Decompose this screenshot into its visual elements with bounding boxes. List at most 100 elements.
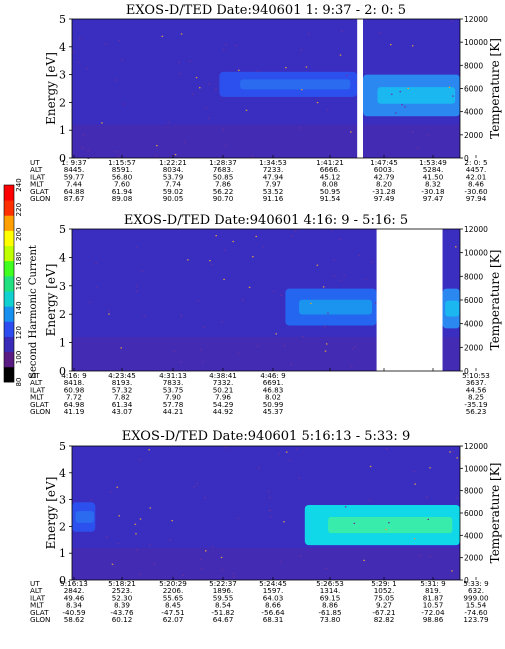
heatmap-pixel bbox=[180, 33, 183, 35]
heatmap-pixel bbox=[81, 147, 84, 149]
heatmap-pixel bbox=[364, 279, 367, 281]
table-cell: 56.22 bbox=[213, 187, 234, 196]
heatmap-pixel bbox=[283, 521, 285, 523]
heatmap-pixel bbox=[252, 155, 254, 158]
table-cell: 5:18:21 bbox=[108, 579, 136, 588]
heatmap-pixel bbox=[285, 67, 287, 69]
heatmap-pixel bbox=[279, 561, 281, 563]
heatmap-pixel bbox=[72, 50, 75, 53]
heatmap-pixel bbox=[369, 465, 372, 468]
heatmap-pixel bbox=[394, 112, 397, 114]
heatmap-pixel bbox=[85, 579, 87, 582]
table-cell: 53.79 bbox=[163, 172, 184, 181]
table-cell: 123.79 bbox=[463, 615, 489, 624]
y-axis-label: Energy [eV] bbox=[44, 477, 58, 550]
heatmap-pixel bbox=[101, 122, 103, 124]
y2-tick-label: 6000 bbox=[464, 85, 483, 94]
heatmap-pixel bbox=[305, 66, 308, 68]
table-cell: -51.82 bbox=[211, 608, 234, 617]
heatmap-pixel bbox=[223, 278, 225, 281]
table-cell: 45.37 bbox=[263, 407, 284, 416]
table-cell: 8591. bbox=[112, 165, 133, 174]
table-cell: 1052. bbox=[374, 586, 395, 595]
table-cell: 64.88 bbox=[64, 187, 85, 196]
table-cell: 5:31: 9 bbox=[420, 579, 446, 588]
colorbar-swatch bbox=[4, 366, 14, 383]
table-cell: 1896. bbox=[213, 586, 234, 595]
table-cell: 2206. bbox=[163, 586, 184, 595]
colorbar-swatch bbox=[4, 275, 14, 292]
heatmap-pixel bbox=[200, 348, 202, 351]
table-cell: 8.45 bbox=[165, 601, 181, 610]
table-cell: 8193. bbox=[112, 378, 133, 387]
table-cell: 57.32 bbox=[112, 385, 133, 394]
heatmap-pixel bbox=[88, 301, 91, 303]
heatmap-pixel bbox=[448, 86, 451, 88]
table-cell: 81.87 bbox=[423, 593, 444, 602]
table-cell: 64.67 bbox=[213, 615, 234, 624]
heatmap-pixel bbox=[245, 109, 248, 111]
y-tick-label: 0 bbox=[59, 365, 66, 378]
colorbar-swatch bbox=[4, 215, 14, 231]
table-cell: 7.44 bbox=[66, 180, 82, 189]
heatmap-pixel bbox=[224, 249, 226, 251]
heatmap-pixel bbox=[135, 290, 138, 292]
heatmap-pixel bbox=[358, 254, 361, 256]
heatmap-pixel bbox=[180, 361, 182, 363]
colorbar-swatch bbox=[4, 200, 14, 216]
table-row-label: GLON bbox=[30, 194, 50, 203]
table-cell: -30.18 bbox=[421, 187, 445, 196]
heatmap-pixel bbox=[116, 151, 118, 153]
heatmap-pixel bbox=[299, 127, 301, 129]
heatmap-pixel bbox=[196, 482, 199, 485]
heatmap-pixel bbox=[290, 363, 292, 366]
heatmap-pixel bbox=[454, 246, 457, 248]
heatmap-pixel bbox=[255, 235, 258, 238]
table-cell: 5:16:13 bbox=[60, 579, 88, 588]
table-cell: 2: 0: 5 bbox=[464, 158, 487, 167]
heatmap-pixel bbox=[308, 33, 310, 35]
heatmap-pixel bbox=[379, 32, 382, 34]
table-cell: -40.59 bbox=[62, 608, 86, 617]
heatmap-pixel bbox=[340, 279, 342, 281]
table-cell: 69.15 bbox=[320, 593, 341, 602]
heatmap-pixel bbox=[291, 235, 293, 237]
table-cell: 53.75 bbox=[163, 385, 184, 394]
heatmap-pixel bbox=[225, 447, 227, 449]
table-cell: -61.85 bbox=[318, 608, 341, 617]
heatmap-pixel bbox=[369, 499, 371, 502]
heatmap-pixel bbox=[156, 144, 158, 147]
heatmap-pixel bbox=[208, 82, 211, 85]
heatmap-pixel bbox=[401, 104, 403, 106]
y-tick-label: 0 bbox=[59, 574, 66, 587]
heatmap-pixel bbox=[426, 496, 428, 498]
table-cell: 42.79 bbox=[374, 172, 395, 181]
heatmap-pixel bbox=[139, 518, 142, 520]
heatmap-pixel bbox=[118, 515, 120, 517]
heatmap-pixel bbox=[258, 467, 260, 470]
heatmap-pixel bbox=[135, 246, 138, 248]
heatmap-pixel bbox=[280, 294, 283, 296]
heatmap-pixel bbox=[374, 302, 377, 304]
table-cell: 41.50 bbox=[423, 172, 444, 181]
table-cell: -31.28 bbox=[372, 187, 396, 196]
colorbar-swatch bbox=[4, 245, 14, 262]
data-gap bbox=[376, 229, 443, 371]
table-cell: 7.90 bbox=[165, 393, 181, 402]
table-cell: 73.80 bbox=[320, 615, 341, 624]
colorbar-swatch bbox=[4, 306, 14, 322]
table-cell: 58.62 bbox=[64, 615, 85, 624]
colorbar-swatch bbox=[4, 321, 14, 337]
heatmap-pixel bbox=[269, 516, 272, 518]
heatmap-pixel bbox=[232, 240, 234, 243]
colorbar-tick-label: 240 bbox=[15, 178, 23, 191]
y-tick-label: 3 bbox=[59, 494, 66, 507]
y-tick-label: 2 bbox=[59, 96, 66, 109]
heatmap-pixel bbox=[86, 68, 88, 70]
table-cell: 7833. bbox=[163, 378, 184, 387]
heatmap-speckle bbox=[72, 20, 454, 159]
heatmap-pixel bbox=[193, 486, 195, 488]
heatmap-pixel bbox=[418, 554, 421, 556]
table-cell: 7.96 bbox=[215, 393, 231, 402]
heatmap-pixel bbox=[269, 509, 272, 511]
